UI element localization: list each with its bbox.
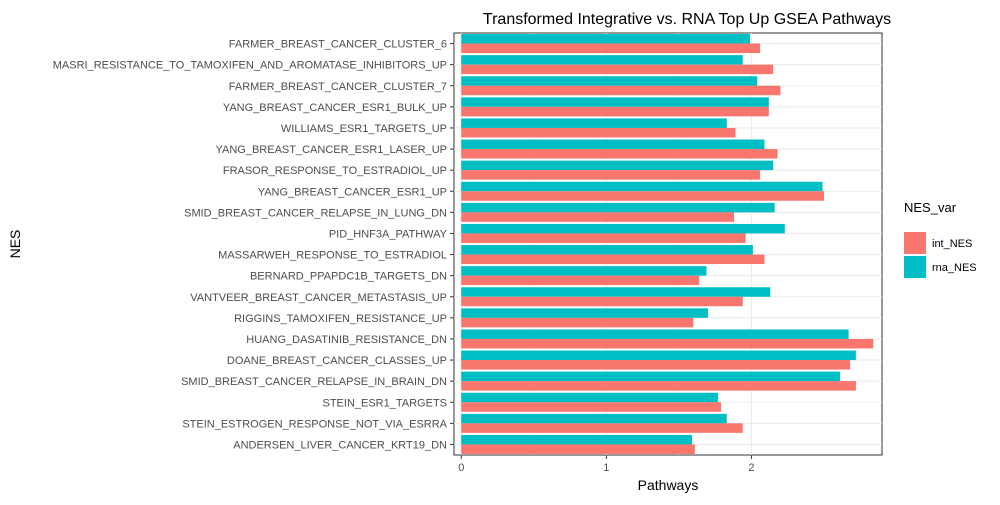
legend: NES_var int_NES rna_NES [904,200,977,278]
y-tick-label: STEIN_ESR1_TARGETS [323,397,448,409]
bar-rna-nes [461,413,727,424]
bar-rna-nes [461,160,774,171]
bar-rna-nes [461,308,708,318]
y-tick-label: HUANG_DASATINIB_RESISTANCE_DN [246,334,447,346]
bars [461,34,874,454]
y-tick-labels: FARMER_BREAST_CANCER_CLUSTER_6 MASRI_RESI… [53,39,454,451]
x-tick-label: 0 [458,462,464,474]
y-tick-label: ANDERSEN_LIVER_CANCER_KRT19_DN [233,439,447,451]
bar-int-nes [461,85,781,96]
bar-rna-nes [461,181,823,192]
y-tick-label: MASRI_RESISTANCE_TO_TAMOXIFEN_AND_AROMAT… [53,60,447,72]
bar-rna-nes [461,76,758,86]
bar-int-nes [461,212,735,222]
y-tick-label: FARMER_BREAST_CANCER_CLUSTER_7 [229,81,447,93]
y-tick-label: YANG_BREAST_CANCER_ESR1_LASER_UP [216,144,448,156]
bar-int-nes [461,444,695,454]
y-tick-label: PID_HNF3A_PATHWAY [329,228,448,240]
y-tick-label: FRASOR_RESPONSE_TO_ESTRADIOL_UP [223,165,447,177]
y-tick-label: FARMER_BREAST_CANCER_CLUSTER_6 [229,39,447,51]
bar-rna-nes [461,202,775,213]
bar-rna-nes [461,434,692,445]
bar-rna-nes [461,118,727,128]
legend-swatch [904,256,926,278]
legend-label: int_NES [932,238,972,250]
x-axis-title: Pathways [638,477,699,493]
bar-int-nes [461,254,765,265]
bar-int-nes [461,170,761,180]
bar-rna-nes [461,371,840,382]
bar-int-nes [461,233,746,243]
bar-int-nes [461,360,851,370]
bar-int-nes [461,275,700,286]
y-tick-label: MASSARWEH_RESPONSE_TO_ESTRADIOL [218,250,447,262]
x-tick-label: 1 [603,462,609,474]
bar-int-nes [461,127,736,138]
y-tick-label: YANG_BREAST_CANCER_ESR1_UP [258,186,447,198]
bar-rna-nes [461,266,707,276]
y-tick-label: RIGGINS_TAMOXIFEN_RESISTANCE_UP [234,313,447,325]
bar-int-nes [461,43,761,54]
bar-int-nes [461,381,856,391]
chart-title: Transformed Integrative vs. RNA Top Up G… [483,11,891,28]
y-tick-label: VANTVEER_BREAST_CANCER_METASTASIS_UP [190,292,447,304]
y-tick-label: SMID_BREAST_CANCER_RELAPSE_IN_LUNG_DN [184,207,447,219]
bar-rna-nes [461,97,769,107]
bar-rna-nes [461,329,849,339]
y-axis-title: NES [7,230,23,259]
bar-rna-nes [461,223,785,234]
bar-rna-nes [461,287,771,297]
x-tick-label: 2 [748,462,754,474]
panel-border [453,32,883,456]
plot-panel [453,32,883,456]
y-tick-label: WILLIAMS_ESR1_TARGETS_UP [281,123,447,135]
bar-int-nes [461,338,874,349]
y-tick-label: BERNARD_PPAPDC1B_TARGETS_DN [250,271,447,283]
bar-int-nes [461,402,721,412]
bar-int-nes [461,296,743,307]
bar-rna-nes [461,34,750,44]
legend-swatch [904,232,926,254]
y-tick-label: SMID_BREAST_CANCER_RELAPSE_IN_BRAIN_DN [181,376,447,388]
bar-int-nes [461,423,743,433]
bar-int-nes [461,191,824,201]
y-tick-label: YANG_BREAST_CANCER_ESR1_BULK_UP [223,102,447,114]
bar-int-nes [461,317,694,328]
bar-rna-nes [461,392,719,403]
legend-title: NES_var [904,200,957,215]
bar-int-nes [461,64,774,75]
bar-rna-nes [461,139,765,150]
bar-int-nes [461,149,778,159]
y-tick-label: DOANE_BREAST_CANCER_CLASSES_UP [227,355,447,367]
bar-rna-nes [461,245,753,255]
bar-rna-nes [461,55,743,65]
legend-label: rna_NES [932,262,977,274]
bar-int-nes [461,106,769,117]
y-tick-label: STEIN_ESTROGEN_RESPONSE_NOT_VIA_ESRRA [182,418,447,430]
legend-items: int_NES rna_NES [904,232,977,278]
x-tick-labels: 0 1 2 [458,455,754,474]
bar-rna-nes [461,350,856,361]
